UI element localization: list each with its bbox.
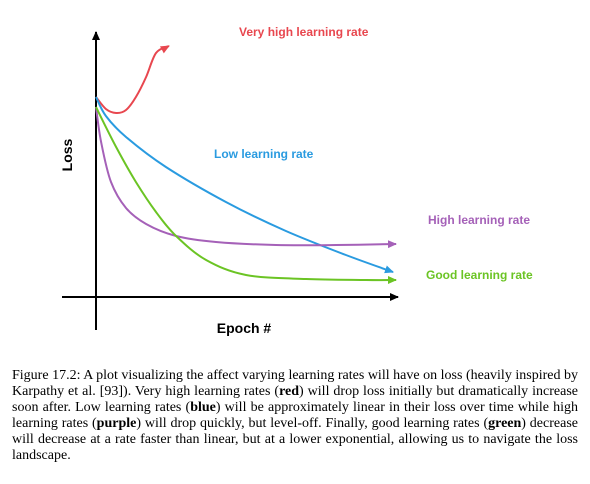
x-axis-label: Epoch # [217, 320, 272, 336]
series-line-high-learning-rate [95, 106, 397, 249]
caption-red: red [279, 384, 300, 399]
series-label-good-learning-rate: Good learning rate [426, 268, 533, 282]
loss-vs-epoch-chart: Loss Epoch # Very high learning rate Low… [59, 25, 533, 336]
series-label-low-learning-rate: Low learning rate [214, 147, 314, 161]
series-line-low-learning-rate [95, 96, 394, 274]
caption-blue: blue [190, 400, 216, 415]
series-line-very-high-learning-rate [95, 45, 170, 115]
figure-caption: Figure 17.2: A plot visualizing the affe… [12, 368, 578, 463]
y-axis-label: Loss [59, 138, 75, 171]
series-label-high-learning-rate: High learning rate [428, 213, 530, 227]
caption-green: green [488, 416, 522, 431]
series-label-very-high-learning-rate: Very high learning rate [239, 25, 369, 39]
caption-purple: purple [96, 416, 137, 431]
series-line-good-learning-rate [95, 106, 397, 285]
